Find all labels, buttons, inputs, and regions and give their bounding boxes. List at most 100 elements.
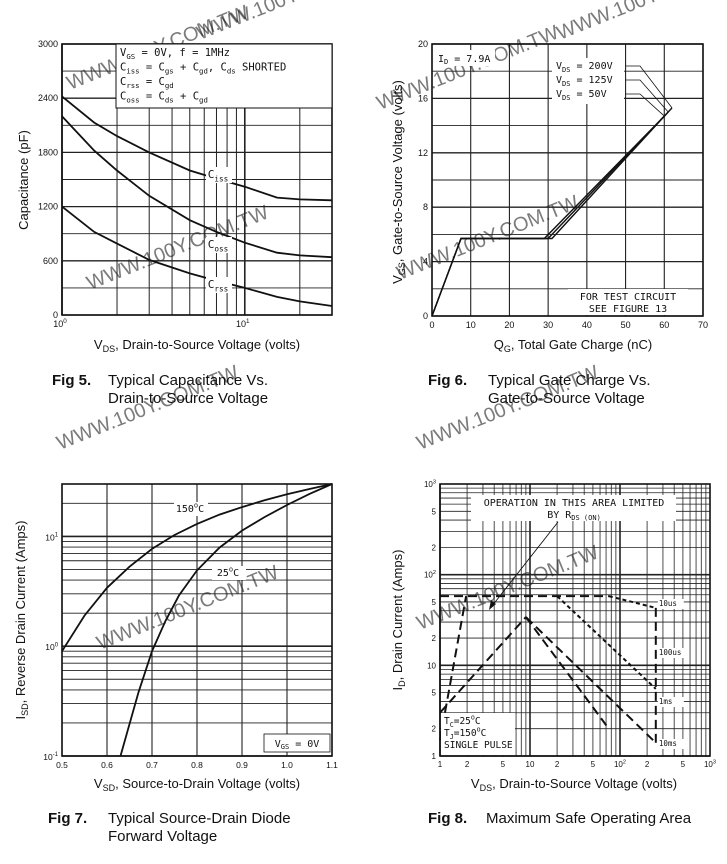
fig8-y-tick-label: 102 [424,570,436,580]
fig8-y-tick-label: 103 [424,479,436,489]
fig5-legend-row: VGS = 0V, f = 1MHz [120,47,230,61]
fig7-x-axis-label: VSD, Source-to-Drain Voltage (volts) [94,776,300,793]
fig5-x-tick-label: 101 [236,318,250,329]
fig8-x-tick-label: 1 [438,760,443,769]
fig8-condition-line: SINGLE PULSE [444,740,513,751]
fig8-pulse-label-10ms: 10ms [659,739,677,748]
fig5-y-tick-label: 3000 [38,39,58,49]
fig8-condition-line: TC=25oC [444,714,481,729]
fig6-plot-frame [431,43,704,317]
fig7-curve-label: 25oC [217,566,239,580]
fig8-x-axis-label: VDS, Drain-to-Source Voltage (volts) [471,776,677,793]
fig8-area-note-line-1: OPERATION IN THIS AREA LIMITED [484,498,665,509]
fig8-area-note: OPERATION IN THIS AREA LIMITED BY RDS (O… [471,495,676,610]
fig7-y-axis-label: ISD, Reverse Drain Current (Amps) [13,521,30,720]
fig8-y-tick-label: 2 [432,634,437,643]
fig7-caption-line-1: Typical Source-Drain Diode [108,810,291,827]
fig5-caption-line-2: Drain-to-Source Voltage [108,390,268,407]
fig6-legend-entry: VDS = 125V [556,75,613,88]
fig7-series-group: 150oC 25oC [61,483,333,757]
watermark-text: WWW.100Y.COM.TW [194,0,382,45]
fig7-y-tick-label: 100 [45,642,58,652]
fig6-legend-leader [626,93,665,117]
fig8-x-tick-label: 5 [501,760,506,769]
fig8-x-tick-label: 102 [614,759,626,769]
fig6-id-annotation-text: ID = 7.9A [438,54,490,66]
fig8-x-tick-label: 2 [555,760,560,769]
fig8-y-tick-label: 5 [432,689,437,698]
fig5-y-tick-labels: 0 600 1200 1800 2400 3000 [38,39,58,320]
fig6-legend-leader [626,65,673,109]
fig6-x-tick-label: 10 [466,320,476,330]
fig8-x-tick-label: 10 [526,760,535,769]
fig7-x-tick-label: 1.1 [326,760,338,770]
fig8-pulse-label-1ms: 1ms [659,697,673,706]
fig6-y-tick-label: 12 [418,148,428,158]
fig8-pulse-label-10us: 10us [659,599,677,608]
fig5-legend-row: Ciss = Cgs + Cgd, Cds SHORTED [120,62,286,76]
fig5-curve-label-crss: Crss [208,278,229,293]
fig8-y-tick-label: 2 [432,543,437,552]
fig8-soa-line [439,616,527,714]
fig8-caption-line-1: Maximum Safe Operating Area [486,810,692,827]
fig5-x-tick-labels: 100 101 [53,318,250,329]
fig6-test-note-line-2: SEE FIGURE 13 [589,304,667,315]
fig7-x-tick-label: 1.0 [281,760,293,770]
fig8-condition-line: TJ=150oC [444,726,486,741]
fig6-caption-number: Fig 6. [428,372,467,389]
fig6-series-group [431,107,673,317]
fig6-test-note-line-1: FOR TEST CIRCUIT [580,292,676,303]
fig7-curve-label: 150oC [176,502,204,516]
fig5-y-tick-label: 1800 [38,147,58,157]
fig5-curve-label-bg [206,277,232,293]
fig7-x-tick-label: 0.6 [101,760,113,770]
fig8-x-tick-labels: 1 2 5 10 2 5 102 2 5 103 [438,759,716,769]
fig5-curve-label-coss: Coss [208,238,229,253]
fig7-curve-label-bg [174,502,208,516]
watermark-text: WWW.100Y.COM.TW [414,541,602,634]
fig5-curve-label-ciss: Ciss [208,168,229,183]
fig8-series-group: 10us 100us 1ms 10ms [439,595,684,749]
fig8-pulse-label-100us: 100us [659,648,682,657]
fig8-x-tick-label: 5 [681,760,686,769]
fig7-x-tick-label: 0.5 [56,760,68,770]
fig8-soa-line [525,616,657,744]
fig6-id-annotation: ID = 7.9A [433,50,495,66]
fig5-curve-coss [61,115,333,259]
fig6-caption-line-1: Typical Gate Charge Vs. [488,372,651,389]
fig7-curve-label-bg [212,566,246,580]
fig8-y-tick-label: 5 [432,507,437,516]
fig5-legend-row: Coss = Cds + Cgd [120,91,208,105]
fig6-y-tick-label: 4 [423,257,428,267]
fig5-series-group: Ciss Coss Crss [61,95,333,307]
fig6-x-tick-label: 60 [659,320,669,330]
fig8-pulse-label-bg [657,599,684,609]
fig5-curve-label-bg [206,237,232,253]
fig6-y-tick-label: 16 [418,93,428,103]
fig8-soa-line [556,595,657,690]
fig6-x-tick-label: 70 [698,320,708,330]
fig7-vgs-note-text: VGS = 0V [275,739,320,751]
fig8-x-tick-label: 2 [645,760,650,769]
fig8-area-note-arrowhead [489,600,496,610]
fig5-curve-crss [61,205,333,307]
fig8-area-note-pointer [491,521,559,607]
fig5-y-tick-label: 0 [53,310,58,320]
fig8-y-tick-label: 10 [427,661,436,670]
fig7-y-tick-label: 101 [45,532,58,542]
fig6-y-tick-labels: 0 4 8 12 16 20 [418,39,428,321]
fig7-curve [119,483,333,757]
fig6-caption-line-2: Gate-to-Source Voltage [488,390,645,407]
fig8-y-tick-label: 2 [432,725,437,734]
watermark-text: WWW.100Y.COM.TW [554,0,727,45]
fig8-y-axis-label: ID, Drain Current (Amps) [390,550,407,691]
fig6-x-tick-labels: 0 10 20 30 40 50 60 70 [429,320,708,330]
fig8-plot-frame [439,483,711,757]
fig7-y-tick-label: 10-1 [43,752,58,762]
fig6-x-tick-label: 30 [543,320,553,330]
